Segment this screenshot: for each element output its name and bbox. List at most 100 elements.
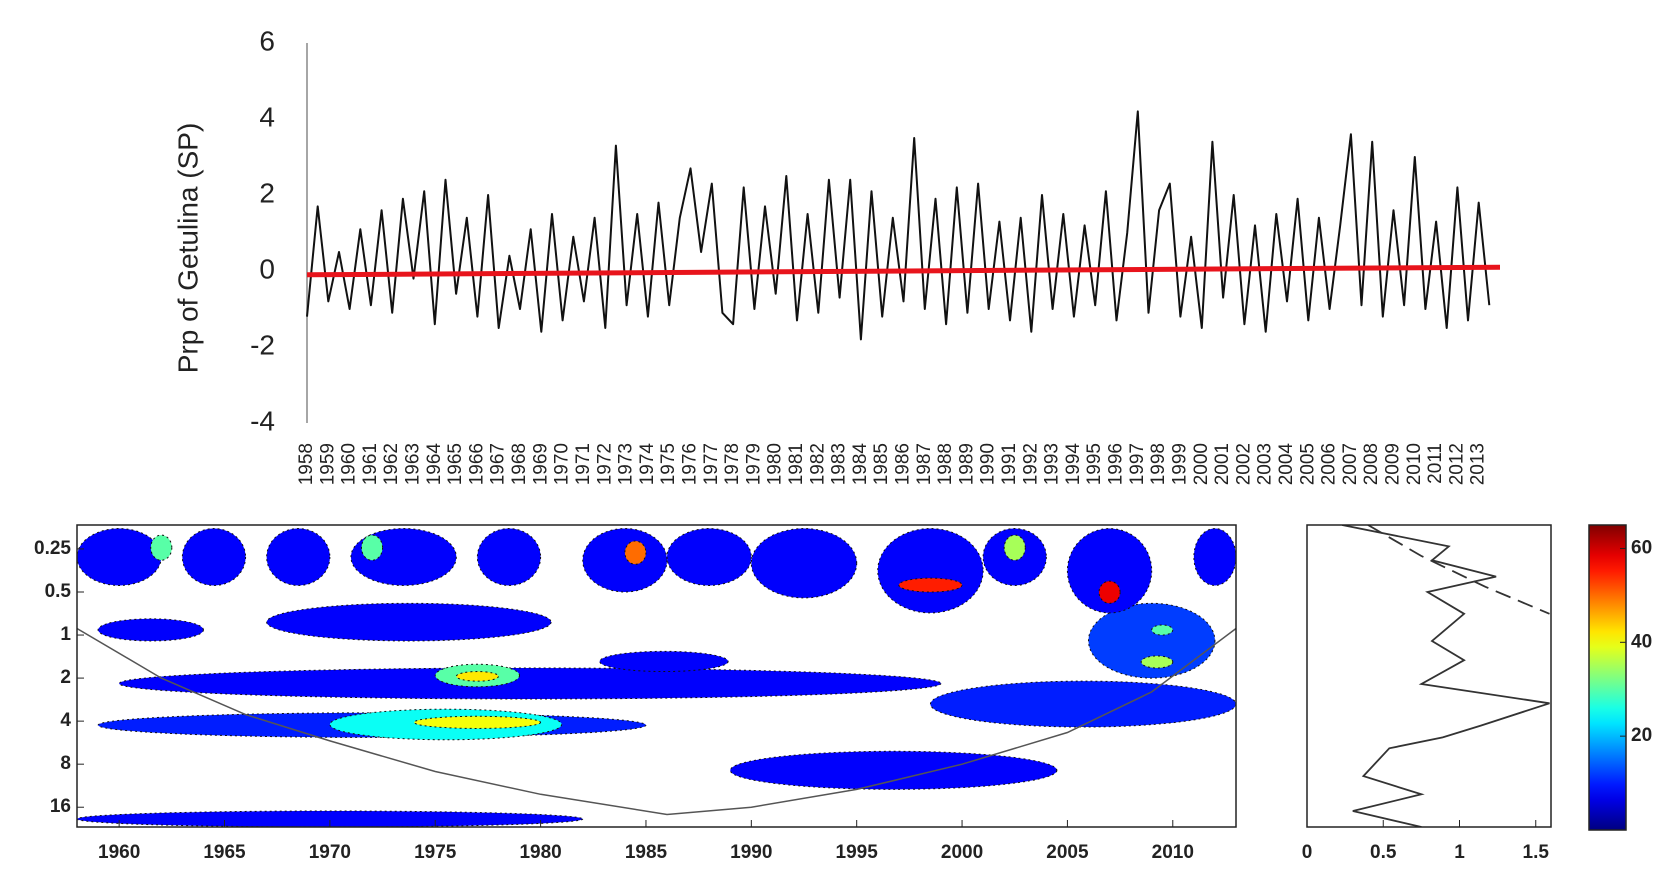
power-region <box>666 528 752 586</box>
x-tick-label: 1995 <box>1084 443 1105 485</box>
x-tick-label: 1986 <box>893 443 914 485</box>
power-region <box>266 528 331 586</box>
x-tick-label: 1975 <box>414 842 457 863</box>
x-tick-label: 1985 <box>871 443 892 485</box>
power-region <box>360 534 384 561</box>
x-tick-label: 2010 <box>1404 443 1425 485</box>
x-tick-label: 1971 <box>573 443 594 485</box>
x-tick-label: 1991 <box>999 443 1020 485</box>
power-region <box>877 528 984 614</box>
colorbar-tick-label: 20 <box>1631 725 1652 746</box>
x-tick-label: 1979 <box>743 443 764 485</box>
x-tick-label: 1962 <box>381 443 402 485</box>
cone-of-influence <box>77 627 1236 816</box>
power-region <box>1003 534 1026 561</box>
x-tick-label: 1981 <box>786 443 807 485</box>
x-tick-label: 2003 <box>1255 443 1276 485</box>
x-tick-label: 1989 <box>956 443 977 485</box>
x-tick-label: 2007 <box>1340 443 1361 485</box>
power-region <box>413 715 542 729</box>
x-tick-label: 1960 <box>98 842 140 863</box>
x-tick-label: 0 <box>1302 842 1313 863</box>
x-tick-label: 0.5 <box>1370 842 1397 863</box>
x-tick-label: 2002 <box>1233 443 1254 485</box>
x-tick-label: 1970 <box>309 842 351 863</box>
y-tick-label: -4 <box>250 405 275 436</box>
x-tick-label: 1972 <box>594 443 615 485</box>
x-tick-label: 1 <box>1454 842 1465 863</box>
x-tick-label: 2005 <box>1297 443 1318 485</box>
x-tick-label: 1980 <box>519 842 561 863</box>
power-region <box>118 667 942 700</box>
power-region <box>599 650 729 673</box>
x-tick-label: 1980 <box>765 443 786 485</box>
frame <box>76 524 1237 828</box>
x-tick-label: 2010 <box>1152 842 1194 863</box>
y-tick-label: 0.5 <box>45 581 72 602</box>
colorbar-tick-label: 40 <box>1631 631 1652 652</box>
spectrum-plot <box>1341 525 1550 827</box>
x-tick-label: 1973 <box>616 443 637 485</box>
colorbar-tick-label: 60 <box>1631 537 1652 558</box>
x-tick-label: 1999 <box>1169 443 1190 485</box>
x-tick-label: 1990 <box>730 842 772 863</box>
x-tick-label: 1963 <box>403 443 424 485</box>
x-tick-label: 1959 <box>317 443 338 485</box>
x-tick-label: 2000 <box>1191 443 1212 485</box>
x-tick-label: 1961 <box>360 443 381 485</box>
x-tick-label: 1995 <box>836 842 879 863</box>
x-tick-label: 2001 <box>1212 443 1233 485</box>
x-tick-label: 2009 <box>1383 443 1404 485</box>
x-tick-label: 1998 <box>1148 443 1169 485</box>
y-tick-label: 2 <box>259 177 275 208</box>
power-region <box>150 534 173 561</box>
spectrum-line <box>1341 525 1550 827</box>
x-tick-label: 1984 <box>850 443 871 486</box>
x-tick-label: 2004 <box>1276 443 1297 486</box>
power-region <box>1193 528 1236 586</box>
y-tick-label: 4 <box>259 101 275 132</box>
power-region <box>181 528 247 586</box>
power-region <box>266 602 552 642</box>
y-tick-label: 1 <box>60 624 71 645</box>
x-tick-label: 2012 <box>1446 443 1467 485</box>
power-region <box>476 528 542 586</box>
x-tick-label: 1968 <box>509 443 530 485</box>
x-tick-label: 1965 <box>445 443 466 485</box>
x-tick-label: 1966 <box>466 443 487 485</box>
x-tick-label: 1997 <box>1127 443 1148 485</box>
power-region <box>1140 655 1174 669</box>
x-tick-label: 2008 <box>1361 443 1382 485</box>
power-region <box>1151 624 1174 636</box>
power-region <box>624 540 647 565</box>
frame <box>1306 524 1552 828</box>
power-region <box>97 618 204 642</box>
y-tick-label: -2 <box>250 329 275 360</box>
y-axis-label: Prp of Getulina (SP) <box>172 123 203 374</box>
x-tick-label: 1978 <box>722 443 743 485</box>
x-tick-label: 1996 <box>1106 443 1127 485</box>
x-tick-label: 1967 <box>488 443 509 485</box>
spectrum-line <box>1367 525 1550 615</box>
x-tick-label: 1960 <box>339 443 360 485</box>
x-tick-label: 1993 <box>1042 443 1063 485</box>
x-tick-label: 1965 <box>203 842 246 863</box>
x-tick-label: 1987 <box>914 443 935 485</box>
series-line <box>306 110 1491 341</box>
y-tick-label: 0.25 <box>34 538 71 559</box>
x-tick-label: 1964 <box>424 443 445 486</box>
x-tick-label: 2000 <box>941 842 983 863</box>
x-tick-label: 2013 <box>1468 443 1489 485</box>
power-region <box>898 577 963 593</box>
power-region <box>1087 602 1216 679</box>
x-tick-label: 1974 <box>637 443 658 486</box>
power-region <box>750 528 858 599</box>
x-tick-label: 1958 <box>296 443 317 485</box>
x-tick-label: 1988 <box>935 443 956 485</box>
x-tick-label: 1969 <box>530 443 551 485</box>
colorbar <box>1588 524 1627 831</box>
power-region <box>77 528 162 586</box>
series-line <box>306 264 1501 278</box>
power-region <box>1098 580 1121 604</box>
